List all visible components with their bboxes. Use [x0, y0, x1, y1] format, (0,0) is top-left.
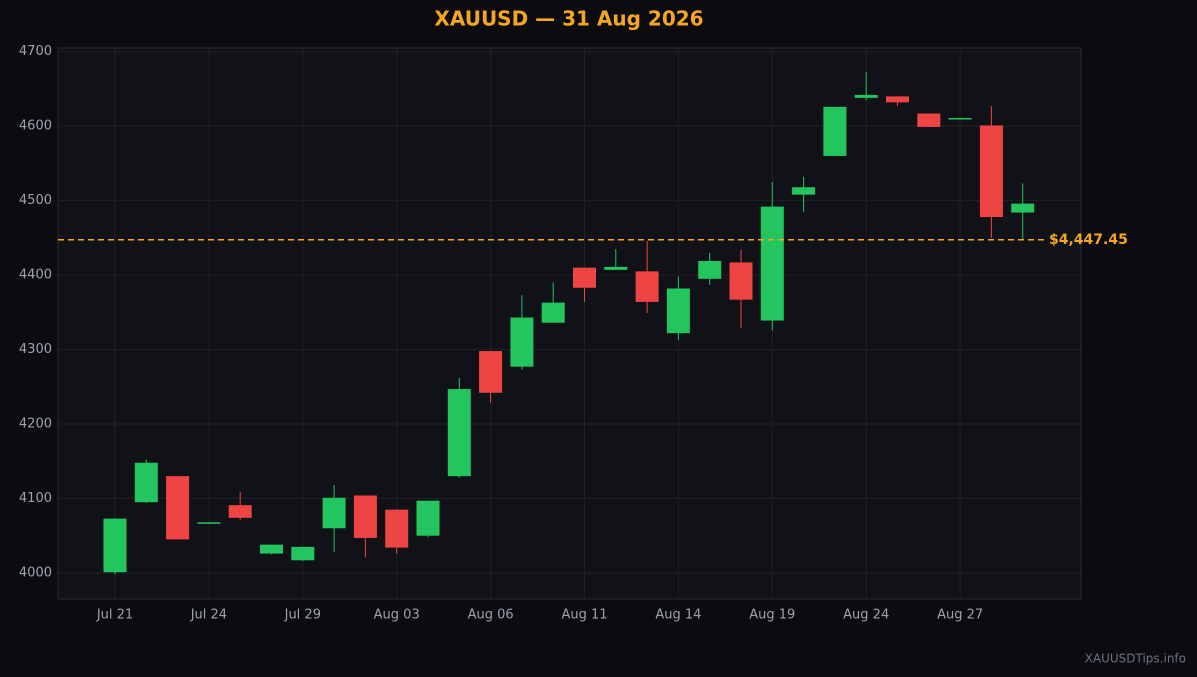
y-tick-label: 4600	[19, 119, 52, 134]
candle-body	[416, 500, 440, 536]
candle-body	[353, 495, 377, 538]
candle-body	[886, 96, 909, 103]
candle-body	[854, 94, 878, 98]
candle-body	[573, 267, 596, 288]
price-label: $4,447.45	[1049, 232, 1128, 248]
grid	[58, 48, 1081, 599]
candle-body	[948, 117, 972, 120]
watermark: XAUUSDTips.info	[1085, 652, 1186, 666]
candle-body	[103, 518, 127, 573]
candle-body	[322, 497, 346, 529]
y-tick-label: 4300	[19, 342, 52, 357]
candle-body	[604, 266, 628, 270]
x-tick-label: Aug 24	[843, 608, 889, 623]
x-tick-label: Aug 27	[937, 608, 983, 623]
candle-body	[134, 462, 158, 503]
candle-body	[1011, 203, 1035, 213]
candle-body	[792, 187, 816, 195]
x-tick-label: Aug 06	[468, 608, 514, 623]
x-tick-label: Aug 19	[749, 608, 795, 623]
plot-area	[57, 47, 1082, 600]
candle-body	[291, 546, 315, 561]
x-tick-label: Jul 29	[284, 608, 321, 623]
y-tick-label: 4100	[19, 491, 52, 506]
x-tick-label: Aug 14	[655, 608, 701, 623]
candle-body	[197, 522, 221, 524]
x-tick-label: Jul 21	[96, 608, 133, 623]
candle-body	[729, 262, 753, 300]
candle-body	[917, 113, 941, 127]
y-tick-label: 4700	[19, 44, 52, 59]
x-tick-label: Aug 03	[374, 608, 420, 623]
candle-body	[479, 351, 503, 393]
candle-body	[979, 125, 1003, 218]
candle-body	[385, 509, 409, 548]
candle-body	[635, 271, 659, 302]
y-tick-label: 4500	[19, 193, 52, 208]
candle-body	[823, 106, 847, 156]
y-tick-label: 4200	[19, 417, 52, 432]
y-tick-label: 4400	[19, 268, 52, 283]
candle-body	[260, 544, 283, 554]
candle-body	[447, 389, 471, 477]
candle-body	[541, 302, 565, 323]
x-tick-label: Jul 24	[190, 608, 227, 623]
candle-body	[760, 206, 784, 321]
candle-body	[666, 288, 690, 334]
y-tick-label: 4000	[19, 565, 52, 580]
candle-body	[228, 505, 252, 518]
x-tick-label: Aug 11	[561, 608, 607, 623]
candle-body	[166, 476, 190, 540]
candle-body	[510, 317, 534, 367]
chart-title: XAUUSD — 31 Aug 2026	[434, 7, 703, 31]
candle-body	[698, 260, 722, 279]
